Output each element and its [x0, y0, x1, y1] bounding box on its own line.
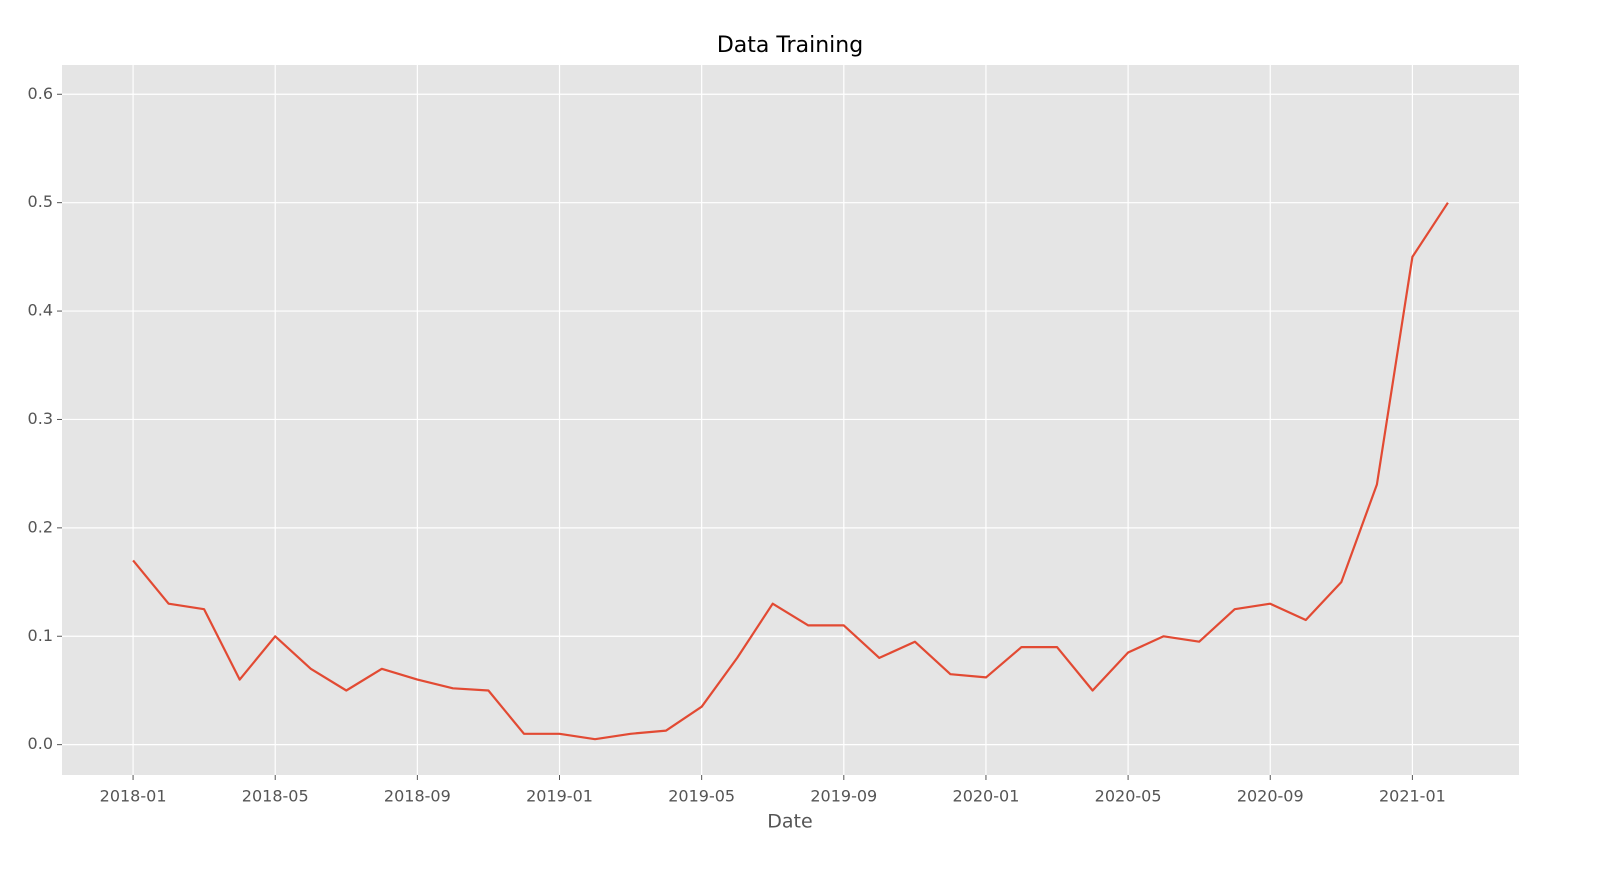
y-tick-label: 0.2 — [28, 517, 53, 536]
y-tick-label: 0.3 — [28, 409, 53, 428]
x-tick-label: 2020-01 — [953, 787, 1020, 806]
chart-title: Data Training — [717, 33, 863, 58]
x-tick-label: 2019-05 — [668, 787, 735, 806]
x-tick-label: 2021-01 — [1379, 787, 1446, 806]
y-tick-label: 0.1 — [28, 626, 53, 645]
y-tick-label: 0.4 — [28, 301, 53, 320]
x-tick-label: 2020-05 — [1095, 787, 1162, 806]
x-tick-label: 2020-09 — [1237, 787, 1304, 806]
y-tick-label: 0.5 — [28, 192, 53, 211]
x-tick-label: 2018-01 — [100, 787, 167, 806]
data-line — [132, 202, 1449, 741]
y-tick-label: 0.0 — [28, 734, 53, 753]
x-tick-label: 2018-09 — [384, 787, 451, 806]
x-tick-label: 2018-05 — [242, 787, 309, 806]
x-tick-label: 2019-09 — [810, 787, 877, 806]
y-tick-label: 0.6 — [28, 84, 53, 103]
x-axis-label: Date — [767, 811, 812, 833]
x-tick-label: 2019-01 — [526, 787, 593, 806]
